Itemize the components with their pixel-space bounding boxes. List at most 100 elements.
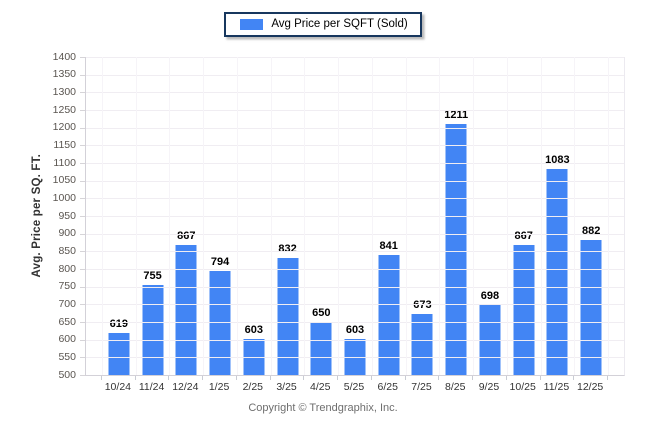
y-tick-label: 1350 bbox=[52, 68, 76, 81]
gridline bbox=[86, 304, 624, 306]
y-tick-mark bbox=[80, 286, 85, 288]
gridline bbox=[86, 180, 624, 182]
y-tick-label: 750 bbox=[58, 280, 76, 293]
bar-column: 867 bbox=[507, 57, 541, 375]
y-tick-mark bbox=[80, 375, 85, 376]
y-tick-label: 1000 bbox=[52, 191, 76, 204]
x-tick-mark bbox=[573, 376, 575, 380]
bar bbox=[411, 313, 433, 375]
y-tick-mark bbox=[80, 251, 85, 253]
legend-label: Avg Price per SQFT (Sold) bbox=[271, 18, 408, 30]
vertical-gridline bbox=[506, 57, 508, 375]
vertical-gridline bbox=[304, 57, 306, 375]
bar-value-label: 619 bbox=[109, 317, 129, 330]
x-axis-labels: 10/24 11/24 12/24 1/25 2/25 3/25 4/25 5/25 6/25 7… bbox=[101, 381, 607, 394]
y-tick-mark bbox=[80, 357, 85, 359]
gridline bbox=[86, 339, 624, 341]
y-tick-mark bbox=[80, 163, 85, 164]
bar-column: 603 bbox=[338, 57, 372, 375]
y-tick-mark bbox=[80, 269, 85, 270]
vertical-gridline bbox=[236, 57, 238, 375]
vertical-gridline bbox=[135, 57, 137, 375]
y-tick-label: 1100 bbox=[53, 156, 76, 169]
vertical-gridline bbox=[473, 57, 475, 375]
bar bbox=[513, 245, 535, 375]
bar bbox=[108, 333, 130, 375]
bar-value-label: 867 bbox=[514, 230, 533, 243]
x-tick-label: 2/25 bbox=[242, 381, 264, 393]
x-tick-label: 10/25 bbox=[509, 381, 536, 393]
y-tick-label: 800 bbox=[58, 262, 76, 275]
gridline bbox=[86, 216, 624, 217]
gridline bbox=[86, 92, 624, 94]
x-tick-mark bbox=[370, 376, 372, 380]
y-tick-label: 1300 bbox=[52, 85, 76, 98]
gridline bbox=[86, 163, 624, 164]
x-tick-mark bbox=[505, 376, 507, 380]
vertical-gridline bbox=[270, 57, 272, 375]
y-tick-mark bbox=[80, 110, 85, 111]
y-tick-mark bbox=[80, 92, 85, 94]
x-tick-label: 5/25 bbox=[343, 381, 365, 393]
y-tick-label: 600 bbox=[58, 333, 76, 346]
vertical-gridline bbox=[203, 57, 205, 375]
y-tick-mark bbox=[80, 216, 85, 217]
x-tick-mark bbox=[607, 376, 608, 380]
bar-value-label: 603 bbox=[345, 323, 365, 336]
y-tick-label: 1050 bbox=[52, 174, 76, 187]
x-axis-ticks bbox=[85, 376, 623, 381]
vertical-gridline bbox=[574, 57, 576, 375]
legend: Avg Price per SQFT (Sold) bbox=[0, 12, 646, 37]
y-tick-mark bbox=[80, 304, 85, 306]
x-tick-label: 11/24 bbox=[138, 381, 165, 393]
x-tick-mark bbox=[337, 376, 339, 380]
x-tick-mark bbox=[438, 376, 440, 380]
x-tick-label: 12/25 bbox=[577, 381, 604, 393]
gridline bbox=[86, 145, 624, 147]
x-tick-label: 10/24 bbox=[104, 381, 131, 393]
vertical-gridline bbox=[439, 57, 441, 375]
gridline bbox=[86, 269, 624, 270]
y-tick-mark bbox=[80, 180, 85, 182]
bar-column: 841 bbox=[372, 57, 406, 375]
x-tick-label: 9/25 bbox=[478, 381, 500, 393]
y-tick-label: 900 bbox=[58, 227, 76, 240]
bar bbox=[546, 169, 568, 375]
gridline bbox=[86, 233, 624, 235]
vertical-gridline bbox=[540, 57, 542, 375]
y-tick-label: 850 bbox=[58, 244, 76, 257]
x-tick-mark bbox=[101, 376, 102, 380]
x-tick-mark bbox=[404, 376, 406, 380]
bar bbox=[175, 245, 197, 375]
gridline bbox=[86, 127, 624, 129]
footer-text: Copyright © Trendgraphix, Inc. bbox=[248, 402, 398, 414]
x-tick-label: 11/25 bbox=[543, 381, 570, 393]
bar-value-label: 832 bbox=[278, 242, 297, 255]
x-tick-label: 8/25 bbox=[444, 381, 466, 393]
gridline bbox=[86, 322, 624, 323]
bar-value-label: 603 bbox=[244, 323, 263, 336]
x-tick-mark bbox=[235, 376, 237, 380]
x-tick-label: 4/25 bbox=[310, 381, 331, 393]
y-tick-label: 950 bbox=[58, 209, 76, 222]
y-tick-label: 1150 bbox=[53, 138, 76, 151]
x-tick-mark bbox=[303, 376, 305, 380]
x-tick-label: 7/25 bbox=[411, 381, 432, 393]
bar bbox=[142, 284, 164, 375]
y-axis: 500 550 600 650 700 750 800 850 900 950 1000 1050 11… bbox=[0, 51, 85, 380]
bar bbox=[209, 271, 231, 375]
x-tick-mark bbox=[472, 376, 474, 380]
y-tick-mark bbox=[80, 233, 85, 235]
bar-value-label: 841 bbox=[379, 239, 398, 252]
gridline bbox=[86, 110, 624, 111]
y-tick-mark bbox=[80, 127, 85, 129]
bar-column: 650 bbox=[304, 57, 338, 375]
bar-value-label: 650 bbox=[312, 307, 331, 319]
bar-column: 603 bbox=[237, 57, 271, 375]
bar-column: 619 bbox=[102, 57, 136, 375]
bar-value-label: 755 bbox=[143, 269, 162, 282]
gridline bbox=[86, 198, 624, 200]
gridline bbox=[86, 74, 624, 76]
gridline bbox=[86, 57, 624, 58]
